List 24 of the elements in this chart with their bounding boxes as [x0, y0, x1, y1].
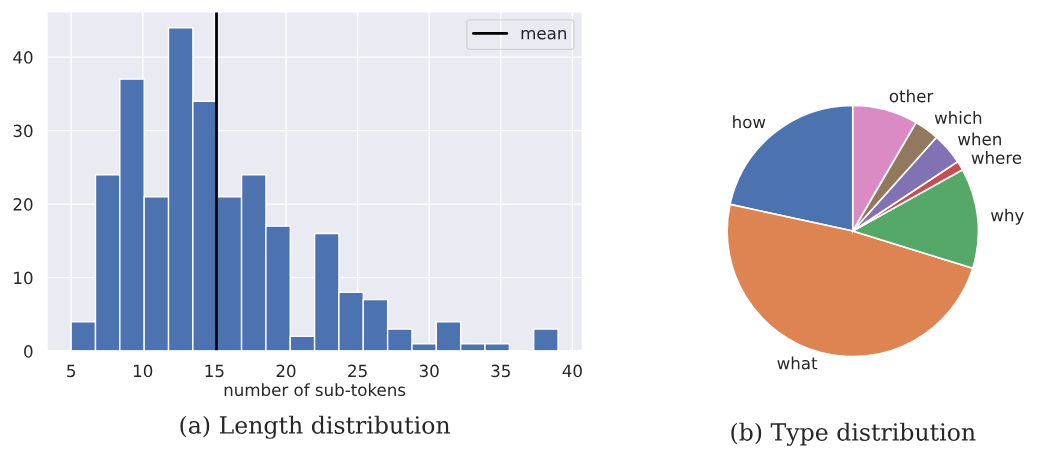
- slice-label: how: [733, 115, 766, 129]
- slice-label: where: [971, 151, 1022, 164]
- y-tick-label: 0: [24, 345, 33, 358]
- y-tick-label: 30: [13, 124, 33, 138]
- text: (a) Length distribution: [180, 415, 450, 439]
- x-axis-title: number of sub-tokens: [224, 383, 406, 397]
- ref-line-label: mean: [521, 29, 566, 40]
- slice-label: why: [990, 208, 1024, 225]
- x-tick-label: 20: [276, 364, 296, 378]
- x-tick-label: 15: [205, 364, 224, 378]
- y-tick-label: 10: [14, 271, 33, 285]
- x-tick-label: 10: [133, 364, 153, 378]
- x-tick-label: 35: [491, 364, 510, 378]
- x-tick-label: 30: [419, 364, 439, 378]
- slice-label: what: [777, 356, 818, 370]
- y-tick-label: 40: [13, 51, 33, 64]
- y-tick-label: 20: [13, 198, 33, 211]
- slice-label: when: [958, 132, 1001, 146]
- slice-label: which: [934, 111, 982, 125]
- x-tick-label: 5: [67, 364, 75, 378]
- slice-label: other: [889, 89, 934, 103]
- x-tick-label: 40: [562, 364, 582, 378]
- x-tick-label: 25: [348, 364, 367, 378]
- text: (b) Type distribution: [731, 422, 976, 446]
